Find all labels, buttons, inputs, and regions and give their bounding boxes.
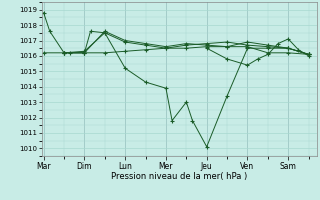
X-axis label: Pression niveau de la mer( hPa ): Pression niveau de la mer( hPa ): [111, 172, 247, 181]
